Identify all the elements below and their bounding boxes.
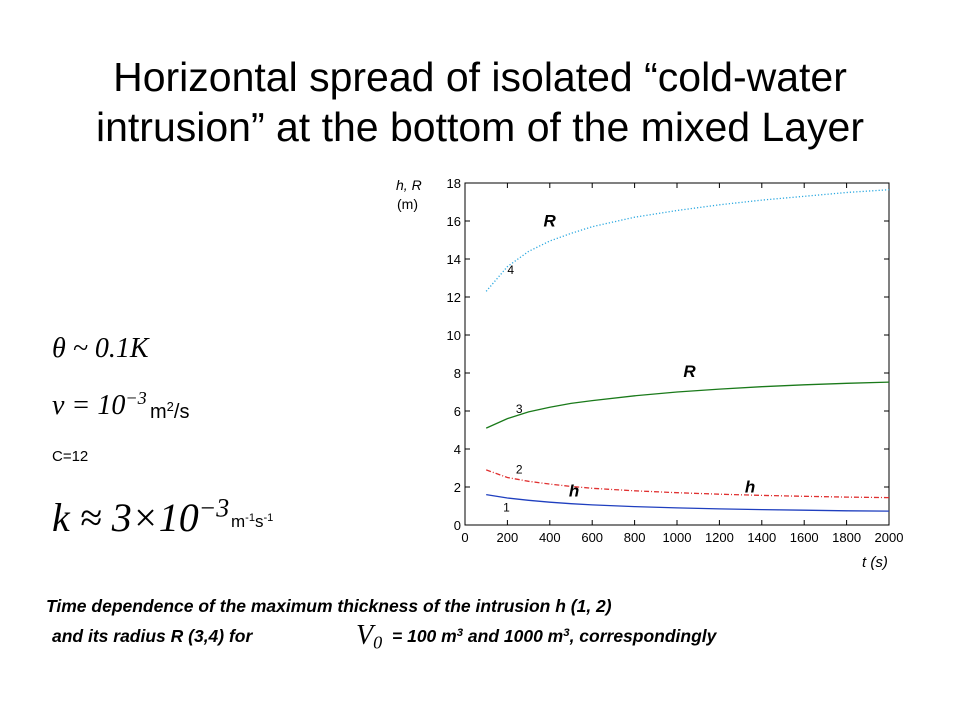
y-tick-label: 12 — [447, 290, 461, 305]
curve-letter-label: h — [745, 478, 755, 497]
x-axis-label: t (s) — [862, 554, 888, 571]
series-line-2 — [485, 469, 890, 499]
title-line-1: Horizontal spread of isolated “cold-wate… — [113, 54, 847, 100]
y-axis-label: h, R — [396, 177, 422, 193]
curve-letter-label: R — [543, 212, 556, 231]
x-tick-label: 1200 — [705, 530, 734, 545]
nu-formula: ν = 10−3 — [52, 388, 147, 421]
y-tick-label: 4 — [454, 442, 461, 457]
y-axis-unit: (m) — [397, 196, 418, 212]
v0-symbol: V0 — [356, 620, 383, 653]
y-tick-label: 16 — [447, 214, 461, 229]
y-tick-label: 14 — [447, 252, 461, 267]
x-tick-label: 0 — [461, 530, 468, 545]
title-line-2: intrusion” at the bottom of the mixed La… — [95, 104, 864, 150]
x-tick-label: 1600 — [790, 530, 819, 545]
x-tick-label: 1800 — [832, 530, 861, 545]
plot-frame — [464, 182, 890, 526]
y-tick-label: 8 — [454, 366, 461, 381]
x-tick-label: 400 — [539, 530, 561, 545]
series-line-4 — [485, 189, 890, 292]
caption-line-2-values: = 100 m3 and 1000 m3, correspondingly — [392, 626, 717, 646]
caption-line-1: Time dependence of the maximum thickness… — [46, 596, 612, 616]
k-formula: k ≈ 3×10−3 — [52, 493, 230, 540]
theta-formula: θ ~ 0.1K — [52, 333, 149, 364]
curve-number-label: 2 — [516, 463, 523, 477]
curve-letter-label: R — [683, 362, 696, 381]
nu-unit: m2/s — [150, 398, 190, 423]
y-tick-label: 6 — [454, 404, 461, 419]
curve-number-label: 1 — [503, 501, 510, 515]
y-tick-label: 18 — [447, 176, 461, 191]
c-constant: C=12 — [52, 448, 89, 465]
x-tick-label: 200 — [497, 530, 519, 545]
series-line-3 — [485, 381, 890, 429]
y-tick-label: 0 — [454, 518, 461, 533]
y-tick-label: 2 — [454, 480, 461, 495]
curve-letter-label: h — [569, 482, 579, 501]
k-unit: m-1s-1 — [231, 511, 274, 531]
x-tick-label: 800 — [624, 530, 646, 545]
caption-line-2: and its radius R (3,4) for — [52, 626, 253, 646]
x-tick-label: 1000 — [663, 530, 692, 545]
x-tick-label: 1400 — [747, 530, 776, 545]
series-line-1 — [486, 493, 890, 512]
x-tick-label: 2000 — [875, 530, 904, 545]
x-tick-label: 600 — [581, 530, 603, 545]
slide-title: Horizontal spread of isolated “cold-wate… — [40, 52, 920, 152]
curve-number-label: 3 — [516, 402, 523, 416]
y-tick-label: 10 — [447, 328, 461, 343]
curve-number-label: 4 — [507, 263, 514, 277]
